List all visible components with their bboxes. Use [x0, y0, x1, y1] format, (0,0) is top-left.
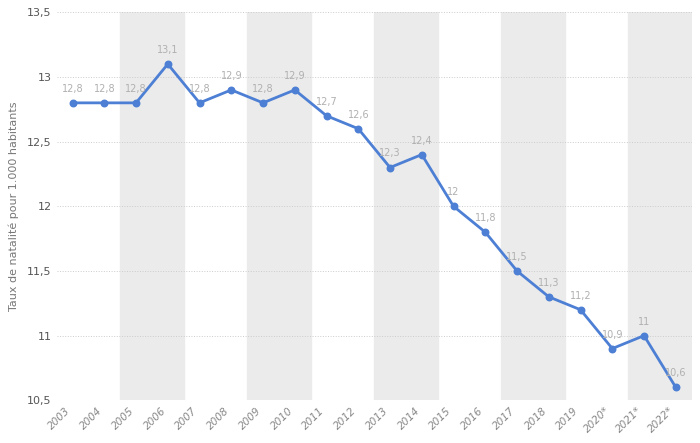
Text: 12,3: 12,3	[379, 148, 401, 159]
Point	[225, 86, 237, 93]
Bar	[374, 12, 438, 400]
Point	[289, 86, 300, 93]
Text: 11: 11	[638, 317, 650, 326]
Bar	[628, 12, 692, 400]
Text: 12: 12	[447, 187, 460, 197]
Text: 12,8: 12,8	[189, 84, 210, 94]
Point	[194, 99, 205, 106]
Text: 12,9: 12,9	[220, 71, 242, 81]
Point	[575, 306, 586, 313]
Point	[607, 345, 618, 352]
Point	[512, 268, 523, 275]
Point	[638, 332, 650, 339]
Text: 12,9: 12,9	[284, 71, 306, 81]
Point	[353, 125, 364, 132]
Text: 12,8: 12,8	[125, 84, 147, 94]
Text: 11,8: 11,8	[475, 213, 496, 223]
Text: 10,6: 10,6	[665, 368, 687, 378]
Text: 11,5: 11,5	[506, 252, 528, 262]
Point	[99, 99, 110, 106]
Point	[384, 164, 395, 171]
Point	[543, 293, 554, 300]
Text: 12,8: 12,8	[252, 84, 274, 94]
Y-axis label: Taux de natalité pour 1.000 habitants: Taux de natalité pour 1.000 habitants	[8, 101, 19, 311]
Bar	[247, 12, 311, 400]
Point	[67, 99, 78, 106]
Point	[416, 151, 428, 158]
Text: 10,9: 10,9	[601, 330, 623, 339]
Point	[130, 99, 141, 106]
Text: 11,2: 11,2	[570, 291, 592, 301]
Point	[670, 384, 681, 391]
Point	[258, 99, 269, 106]
Text: 12,8: 12,8	[62, 84, 83, 94]
Text: 12,4: 12,4	[411, 136, 433, 146]
Point	[448, 203, 459, 210]
Text: 12,7: 12,7	[316, 97, 337, 107]
Bar	[501, 12, 565, 400]
Text: 11,3: 11,3	[538, 278, 559, 288]
Text: 13,1: 13,1	[157, 45, 178, 55]
Bar	[120, 12, 183, 400]
Text: 12,6: 12,6	[347, 110, 369, 120]
Text: 12,8: 12,8	[94, 84, 115, 94]
Point	[321, 112, 332, 119]
Point	[162, 61, 174, 68]
Point	[480, 229, 491, 236]
